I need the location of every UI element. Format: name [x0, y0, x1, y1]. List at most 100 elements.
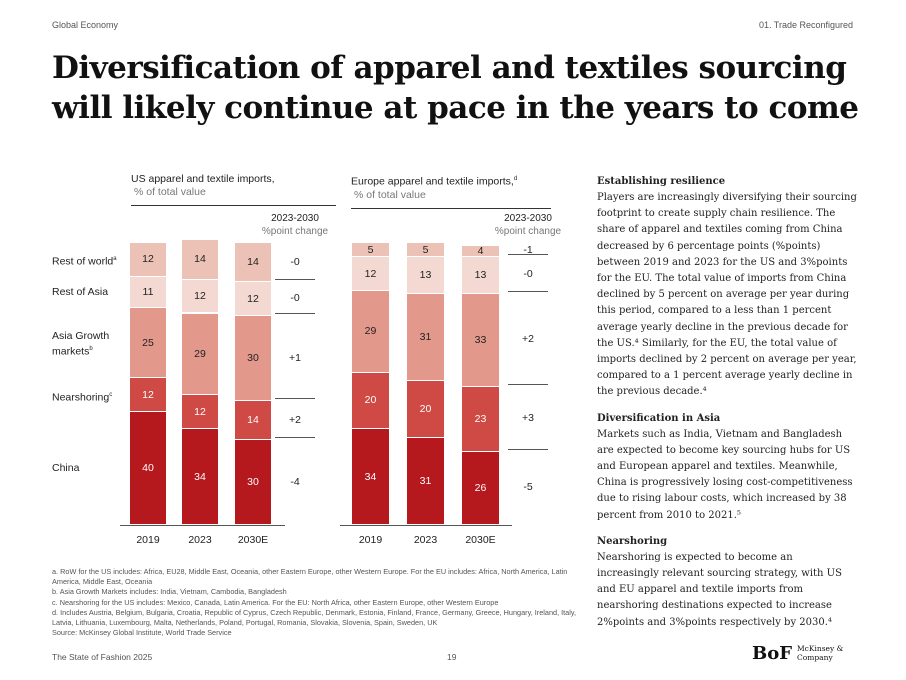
change-value-nearshoring: +2 — [289, 413, 301, 426]
footnote-b: b. Asia Growth Markets includes: India, … — [52, 587, 287, 597]
x-tick-label: 2030E — [465, 534, 496, 546]
data-label: 5 — [367, 243, 374, 256]
data-label: 34 — [364, 470, 377, 483]
us-change-header-title: 2023-2030 — [271, 213, 319, 224]
bar-segment-asia-growth-markets-2023: 29 — [182, 313, 218, 396]
bar-segment-asia-growth-markets-2023: 31 — [407, 293, 444, 382]
change-value-china: -5 — [523, 481, 533, 494]
data-label: 31 — [419, 330, 432, 343]
data-label: 25 — [142, 336, 154, 349]
data-label: 14 — [194, 253, 206, 266]
data-label: 29 — [364, 325, 377, 338]
side-heading-resilience: Establishing resilience — [597, 176, 726, 187]
change-value-asia-growth-markets: +1 — [289, 351, 301, 364]
legend-sup: a — [113, 256, 117, 263]
us-chart-title-text: US apparel and textile imports, — [131, 173, 275, 185]
data-label: 23 — [474, 412, 487, 425]
chart-0-x-axis — [120, 525, 285, 526]
bar-segment-rest-of-world-2023: 14 — [182, 240, 218, 280]
data-label: 26 — [474, 481, 487, 494]
data-label: 11 — [142, 285, 154, 298]
bar-segment-rest-of-asia-2023: 12 — [182, 279, 218, 314]
bar-segment-china-2019: 40 — [130, 412, 166, 525]
data-label: 34 — [194, 470, 206, 483]
bar-segment-rest-of-asia-2019: 11 — [130, 276, 166, 308]
bar-segment-rest-of-asia-2030E: 12 — [235, 282, 271, 317]
data-label: 12 — [194, 290, 206, 303]
eu-chart-title-text: Europe apparel and textile imports, — [351, 175, 514, 188]
data-label: 30 — [247, 476, 259, 489]
side-body-resilience: Players are increasingly diversifying th… — [597, 192, 857, 398]
change-separator — [508, 290, 548, 292]
footnote-c: c. Nearshoring for the US includes: Mexi… — [52, 597, 499, 607]
footnote-d: d. Includes Austria, Belgium, Bulgaria, … — [52, 607, 576, 628]
legend-sup: c — [109, 391, 113, 398]
change-separator — [275, 437, 315, 439]
x-tick-label: 2023 — [188, 534, 212, 546]
legend-label-rest-of-world: Rest of worlda — [52, 253, 127, 269]
change-value-rest-of-asia: -0 — [290, 292, 300, 305]
bar-segment-nearshoring-2030E: 14 — [235, 400, 271, 441]
side-text: Establishing resilience Players are incr… — [597, 176, 857, 643]
bar-segment-rest-of-world-2030E: 14 — [235, 243, 271, 283]
data-label: 12 — [142, 388, 154, 401]
footnotes: a. RoW for the US includes: Africa, EU28… — [52, 567, 582, 638]
bar-segment-nearshoring-2019: 12 — [130, 378, 166, 413]
change-value-rest-of-asia: -0 — [523, 268, 533, 281]
eu-chart-title: Europe apparel and textile imports,d % o… — [351, 173, 551, 209]
data-label: 12 — [364, 267, 377, 280]
legend-text: Rest of Asia — [52, 285, 109, 298]
bar-segment-nearshoring-2030E: 23 — [462, 386, 499, 452]
data-label: 30 — [247, 352, 259, 365]
us-change-header: 2023-2030 %point change — [250, 212, 340, 238]
bar-segment-rest-of-world-2023: 5 — [407, 243, 444, 258]
legend-text: Rest of world — [52, 255, 114, 268]
x-tick-label: 2023 — [413, 534, 438, 546]
bar-segment-asia-growth-markets-2019: 29 — [352, 290, 389, 373]
mckinsey-logo: McKinsey & Company — [797, 644, 844, 662]
bar-segment-rest-of-asia-2019: 12 — [352, 257, 389, 291]
us-change-header-sub: %point change — [261, 226, 329, 237]
change-separator — [508, 448, 548, 450]
x-tick-label: 2019 — [136, 534, 160, 546]
bar-segment-nearshoring-2019: 20 — [352, 372, 389, 430]
side-body-nearshoring: Nearshoring is expected to become an inc… — [597, 551, 842, 628]
bar-segment-nearshoring-2023: 20 — [407, 381, 444, 438]
footer-publication: The State of Fashion 2025 — [52, 652, 153, 662]
bar-segment-rest-of-asia-2023: 13 — [407, 257, 444, 294]
data-label: 4 — [477, 244, 484, 257]
data-label: 14 — [247, 414, 259, 427]
eu-change-header-title: 2023-2030 — [504, 213, 552, 224]
bof-logo: BoF — [752, 643, 792, 664]
data-label: 5 — [422, 243, 429, 256]
us-chart-title: US apparel and textile imports, % of tot… — [131, 173, 336, 206]
eu-title-sup: d — [513, 176, 518, 182]
data-label: 14 — [247, 256, 259, 269]
legend-text: China — [52, 462, 80, 475]
bar-segment-china-2019: 34 — [352, 429, 389, 525]
bar-segment-asia-growth-markets-2030E: 33 — [462, 293, 499, 387]
side-heading-asia: Diversification in Asia — [597, 412, 721, 424]
legend-label-asia-growth-markets: Asia Growth marketsb — [52, 330, 127, 359]
change-separator — [275, 397, 315, 399]
change-value-asia-growth-markets: +2 — [522, 333, 534, 346]
change-value-nearshoring: +3 — [522, 412, 534, 425]
bar-segment-asia-growth-markets-2019: 25 — [130, 307, 166, 379]
data-label: 40 — [142, 462, 154, 475]
x-tick-label: 2019 — [358, 534, 383, 546]
data-label: 13 — [474, 268, 487, 281]
change-separator — [508, 254, 548, 256]
bar-segment-china-2023: 31 — [407, 437, 444, 525]
legend-sup: b — [89, 346, 93, 353]
chapter-label: 01. Trade Reconfigured — [758, 20, 853, 30]
change-value-rest-of-world: -1 — [523, 244, 533, 257]
data-label: 12 — [194, 405, 206, 418]
data-label: 20 — [364, 394, 377, 407]
eu-change-header-sub: %point change — [494, 226, 562, 237]
data-label: 13 — [419, 268, 432, 281]
legend-label-rest-of-asia: Rest of Asia — [52, 286, 127, 299]
bar-segment-asia-growth-markets-2030E: 30 — [235, 316, 271, 401]
side-body-asia: Markets such as India, Vietnam and Bangl… — [597, 428, 853, 521]
page-number: 19 — [447, 652, 457, 662]
